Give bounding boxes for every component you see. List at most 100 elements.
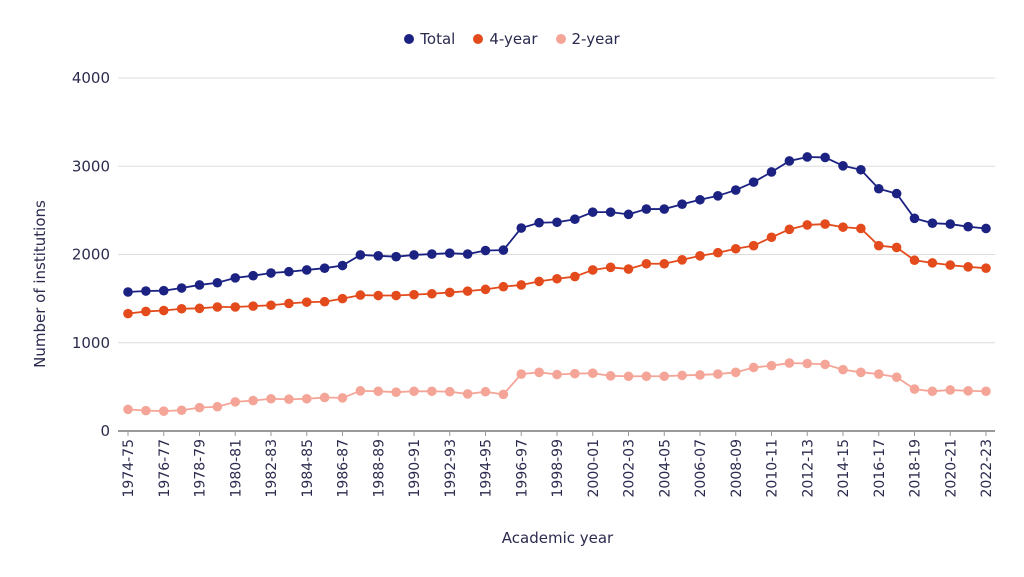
x-tick-label: 2010-11 — [765, 439, 781, 498]
x-axis-title: Academic year — [501, 529, 614, 547]
data-point-total — [534, 217, 544, 228]
data-point-4-year — [391, 290, 401, 301]
data-point-2-year — [123, 404, 133, 415]
data-point-2-year — [534, 367, 544, 378]
data-point-total — [444, 248, 455, 258]
data-point-2-year — [784, 358, 795, 368]
y-tick-label: 4000 — [72, 69, 110, 87]
data-point-2-year — [373, 386, 384, 397]
data-point-total — [641, 204, 652, 214]
data-point-4-year — [587, 265, 598, 275]
data-point-2-year — [963, 386, 973, 396]
data-point-2-year — [462, 389, 473, 399]
data-point-2-year — [266, 393, 276, 404]
legend-marker-2-year — [555, 34, 566, 44]
data-point-total — [659, 204, 670, 214]
y-tick-label: 3000 — [72, 157, 110, 175]
x-tick-label: 2002-03 — [622, 439, 638, 498]
data-point-4-year — [498, 281, 509, 292]
data-point-total — [605, 207, 616, 217]
data-point-4-year — [480, 284, 491, 295]
data-point-4-year — [945, 260, 956, 270]
data-point-4-year — [748, 240, 759, 251]
legend-marker-4-year — [473, 34, 484, 44]
data-point-2-year — [713, 369, 723, 379]
data-point-total — [623, 209, 634, 220]
data-point-total — [319, 263, 330, 273]
data-point-2-year — [873, 369, 884, 379]
legend-item-2-year[interactable]: 2-year — [555, 30, 620, 48]
data-point-4-year — [534, 276, 544, 287]
data-point-2-year — [695, 370, 705, 380]
x-tick-label: 1980-81 — [228, 439, 244, 498]
data-point-2-year — [355, 386, 366, 396]
data-point-total — [123, 287, 133, 297]
data-point-4-year — [337, 293, 348, 304]
data-point-4-year — [552, 273, 562, 284]
data-point-total — [927, 218, 938, 228]
data-point-total — [409, 250, 419, 260]
x-tick-label: 1992-93 — [443, 439, 459, 498]
data-point-total — [784, 156, 795, 166]
data-point-total — [856, 164, 866, 175]
legend-label-4-year: 4-year — [489, 30, 538, 48]
data-point-2-year — [623, 371, 634, 382]
data-point-4-year — [730, 243, 741, 254]
data-point-2-year — [212, 401, 223, 412]
data-point-total — [230, 273, 241, 283]
data-point-4-year — [838, 222, 848, 232]
data-point-total — [552, 217, 562, 228]
data-point-4-year — [802, 220, 813, 230]
data-point-4-year — [194, 303, 205, 314]
data-point-4-year — [820, 219, 830, 229]
data-point-4-year — [355, 290, 366, 300]
data-point-2-year — [248, 395, 258, 406]
data-point-4-year — [659, 258, 670, 269]
data-point-total — [891, 188, 902, 199]
x-tick-label: 2000-01 — [586, 439, 602, 498]
data-point-total — [284, 266, 294, 277]
data-point-2-year — [891, 372, 902, 382]
data-point-2-year — [677, 370, 687, 381]
data-point-2-year — [856, 367, 866, 378]
x-tick-label: 2016-17 — [872, 439, 888, 498]
data-point-4-year — [284, 298, 294, 309]
data-point-total — [266, 268, 276, 278]
data-point-2-year — [730, 367, 741, 378]
data-point-4-year — [123, 308, 133, 319]
data-point-2-year — [319, 392, 330, 403]
legend-item-total[interactable]: Total — [404, 30, 455, 48]
data-point-total — [713, 191, 723, 201]
x-tick-label: 2004-05 — [657, 439, 673, 498]
data-point-2-year — [802, 358, 813, 369]
y-tick-label: 0 — [100, 422, 110, 440]
legend-item-4-year[interactable]: 4-year — [473, 30, 538, 48]
data-point-4-year — [873, 240, 884, 251]
x-tick-label: 1982-83 — [264, 439, 280, 498]
data-point-2-year — [659, 371, 670, 382]
data-point-2-year — [301, 393, 312, 404]
data-point-total — [963, 221, 973, 232]
data-point-2-year — [945, 385, 956, 395]
data-point-2-year — [605, 371, 616, 381]
data-point-2-year — [641, 371, 652, 382]
data-point-4-year — [784, 224, 795, 235]
data-point-2-year — [909, 384, 920, 394]
data-point-2-year — [176, 405, 187, 416]
data-point-2-year — [552, 369, 562, 380]
data-point-total — [587, 207, 598, 217]
data-point-2-year — [820, 359, 830, 370]
data-point-2-year — [337, 393, 348, 403]
data-point-4-year — [766, 232, 777, 243]
data-point-2-year — [766, 360, 777, 371]
data-point-4-year — [158, 305, 169, 316]
data-point-4-year — [570, 271, 580, 282]
data-point-2-year — [409, 386, 419, 397]
x-tick-label: 2022-23 — [979, 439, 995, 498]
x-tick-label: 1978-79 — [193, 439, 209, 498]
data-point-4-year — [462, 286, 473, 296]
x-tick-label: 2014-15 — [836, 439, 852, 498]
data-point-4-year — [909, 255, 920, 266]
data-point-total — [176, 283, 187, 293]
